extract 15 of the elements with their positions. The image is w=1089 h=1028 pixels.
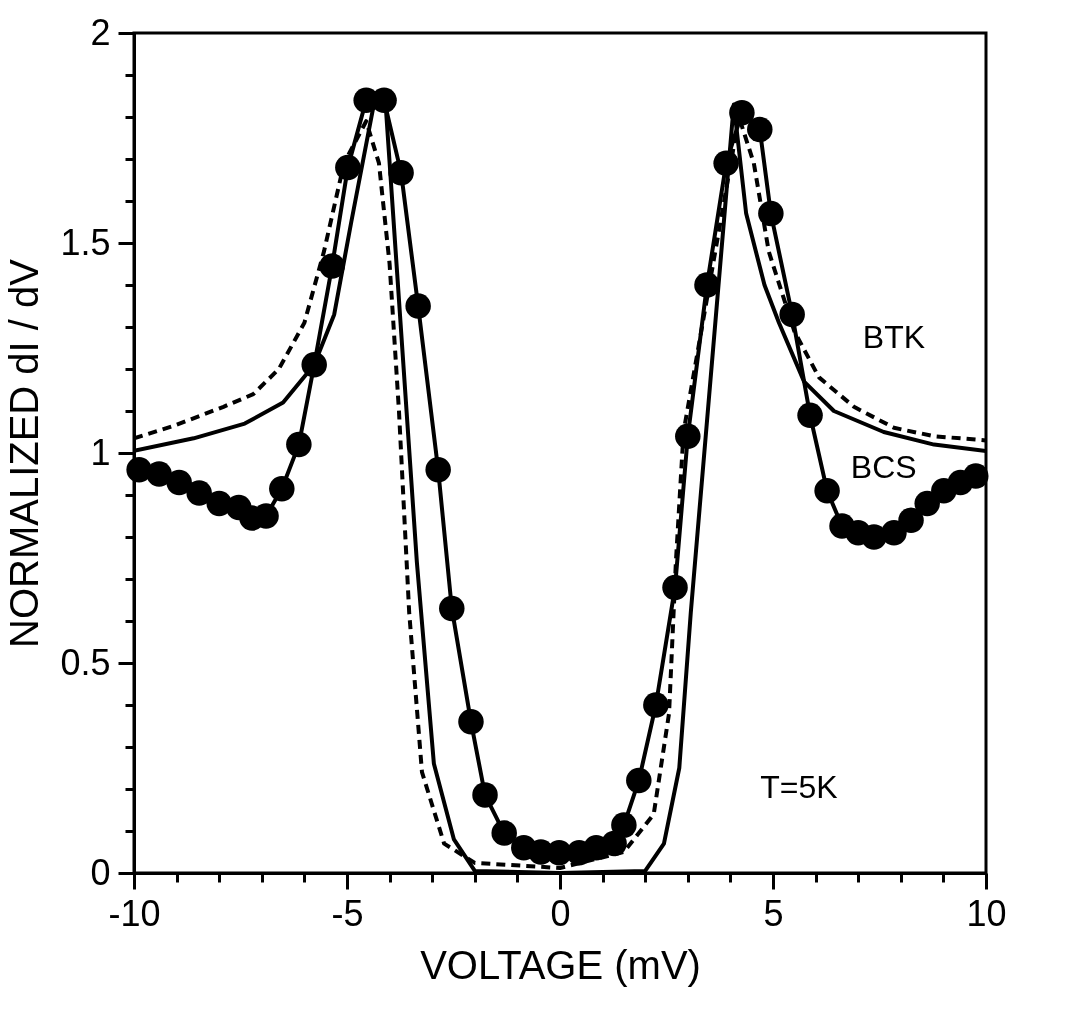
y-tick-label: 0.5 [60, 641, 111, 683]
x-tick-label: 0 [550, 892, 571, 934]
y-tick-label: 2 [90, 11, 111, 53]
x-axis-title: VOLTAGE (mV) [420, 942, 701, 987]
y-tick-label: 1 [90, 431, 111, 473]
x-tick-label: 5 [763, 892, 784, 934]
y-axis-title: NORMALIZED dI / dV [2, 258, 47, 648]
x-tick-label: -10 [108, 892, 161, 934]
y-tick-label: 1.5 [60, 221, 111, 263]
series-label: BTK [862, 318, 926, 355]
series-label: BCS [850, 449, 917, 485]
annotation: T=5K [760, 769, 838, 805]
x-tick-label: 10 [966, 892, 1007, 934]
x-tick-label: -5 [331, 892, 364, 934]
y-tick-label: 0 [90, 851, 111, 893]
